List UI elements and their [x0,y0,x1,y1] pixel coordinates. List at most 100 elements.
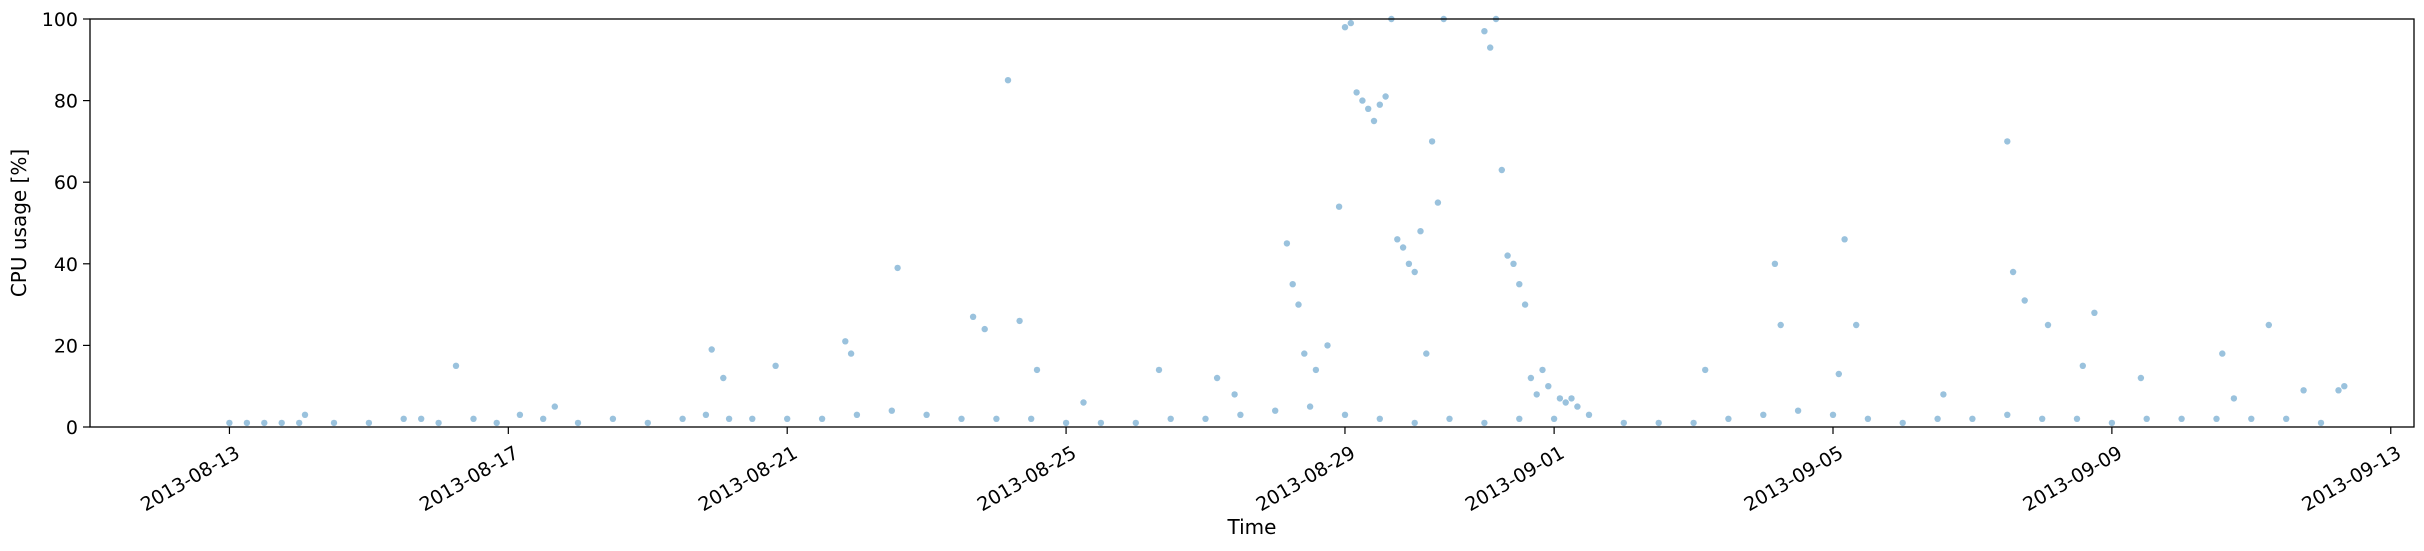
x-tick-label: 2013-09-13 [2298,442,2405,516]
data-point [1864,415,1872,422]
data-point [1405,260,1413,267]
data-point [1062,419,1070,427]
data-point [1028,415,1035,422]
data-point [1272,407,1279,414]
data-point [1376,415,1384,422]
plot-frame [89,18,2415,428]
data-point [435,419,442,427]
data-point [993,415,1000,422]
x-tick-label: 2013-08-25 [974,442,1081,516]
data-point [1306,403,1314,410]
data-point [1428,138,1436,145]
data-point [1899,419,1906,427]
data-point [981,325,988,333]
data-point [330,419,338,427]
data-point [702,411,710,418]
data-point [1760,411,1767,418]
data-point [1411,419,1418,427]
data-point [226,419,233,427]
data-point [400,415,407,422]
x-axis-label: Time [1227,515,1277,539]
data-point [243,419,251,427]
data-point [2213,415,2220,422]
data-point [1841,236,1848,243]
x-tick-label: 2013-09-05 [1741,442,1848,516]
data-point [1969,415,1976,422]
data-point [1167,415,1174,422]
data-point [1231,391,1238,398]
data-point [708,346,715,353]
data-point [1132,419,1140,427]
data-point [1829,411,1837,418]
x-tick-label: 2013-08-29 [1252,442,1359,516]
data-point [1853,321,1860,329]
data-point [2317,419,2325,427]
data-point [1283,240,1291,247]
data-point [1539,366,1546,374]
data-point [2341,383,2348,390]
data-point [1382,93,1389,100]
data-point [470,415,477,422]
data-point [2283,415,2290,422]
data-point [1655,419,1662,427]
data-point [1312,366,1320,374]
data-point [1213,374,1221,382]
data-point [1341,411,1349,418]
data-point [1533,391,1540,398]
data-point [2143,415,2150,422]
data-point [842,338,849,345]
data-point [1237,411,1244,418]
data-point [2044,321,2052,329]
data-point [1016,317,1023,325]
data-point [1080,399,1087,406]
data-point [2091,309,2098,316]
data-point [1376,101,1384,108]
scatter-points [226,15,2348,427]
data-point [2073,415,2081,422]
data-point [1417,228,1424,235]
data-point [609,415,617,422]
data-point [540,415,547,422]
y-tick-label: 80 [54,91,78,113]
data-point [1341,24,1349,31]
data-point [1301,350,1308,357]
data-point [1702,366,1709,374]
data-point [2230,395,2238,402]
data-point [2248,415,2255,422]
y-axis-ticks: 0 20 40 60 80 100 [42,9,90,439]
data-point [2009,268,2017,276]
data-point [1394,236,1401,243]
data-point [1487,44,1494,51]
y-tick-label: 20 [54,335,78,357]
y-axis-label: CPU usage [%] [7,149,31,297]
data-point [2021,297,2028,304]
data-point [1510,260,1517,267]
data-point [1481,419,1488,427]
data-point [1097,419,1105,427]
data-point [2178,415,2185,422]
y-tick-label: 100 [42,9,78,31]
data-point [679,415,686,422]
data-point [296,419,303,427]
data-point [853,411,861,418]
x-tick-label: 2013-09-09 [2019,442,2126,516]
data-point [1516,281,1523,288]
data-point [818,415,826,422]
data-point [923,411,930,418]
data-point [2300,387,2307,394]
data-point [2137,374,2145,382]
data-point [1295,301,1302,308]
data-point [1521,301,1529,308]
data-point [1835,370,1843,378]
data-point [1527,374,1535,382]
data-point [418,415,425,422]
data-point [1335,203,1343,210]
data-point [1516,415,1523,422]
data-point [888,407,895,414]
data-point [1562,399,1569,406]
data-point [1585,411,1593,418]
data-point [1423,350,1430,357]
data-point [2219,350,2226,357]
data-point [1545,383,1552,390]
